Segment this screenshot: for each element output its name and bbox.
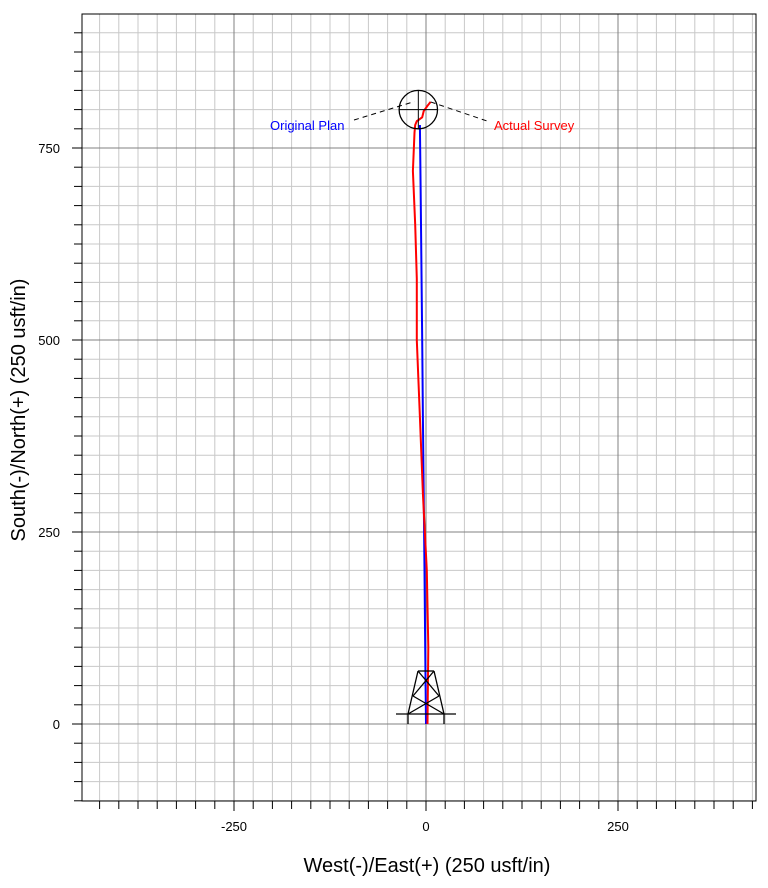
series-line-original-plan [418,124,427,725]
x-tick-label: 0 [422,819,429,834]
rig-strut [407,670,419,715]
y-tick-label: 0 [53,717,60,732]
major-grid [82,14,756,801]
y-tick-label: 500 [38,333,60,348]
rig-strut [412,695,445,715]
rig-strut [433,670,445,715]
target-circle-icon [398,89,439,130]
x-tick-label: 250 [607,819,629,834]
leader-original-plan [353,101,415,121]
plot-frame [81,13,757,802]
series-layer [411,101,432,725]
minor-grid [82,14,756,802]
annotation-actual-survey: Actual Survey [494,118,575,133]
x-tick-label: -250 [221,819,247,834]
leader-actual-survey [430,101,491,123]
annotation-original-plan: Original Plan [270,118,344,133]
y-axis-title: South(-)/North(+) (250 usft/in) [8,279,30,542]
y-tick-label: 750 [38,141,60,156]
y-tick-label: 250 [38,525,60,540]
annotation-leaders [353,101,491,123]
axis-ticks [72,32,753,811]
rig-strut [412,670,435,697]
rig-strut [407,695,440,715]
rig-strut [417,670,440,697]
drilling-rig-icon [396,670,456,724]
series-line-actual-survey [411,101,432,725]
x-axis-title: West(-)/East(+) (250 usft/in) [304,855,551,877]
axis-tick-labels: -250 0 250 0 250 500 750 [38,141,629,834]
